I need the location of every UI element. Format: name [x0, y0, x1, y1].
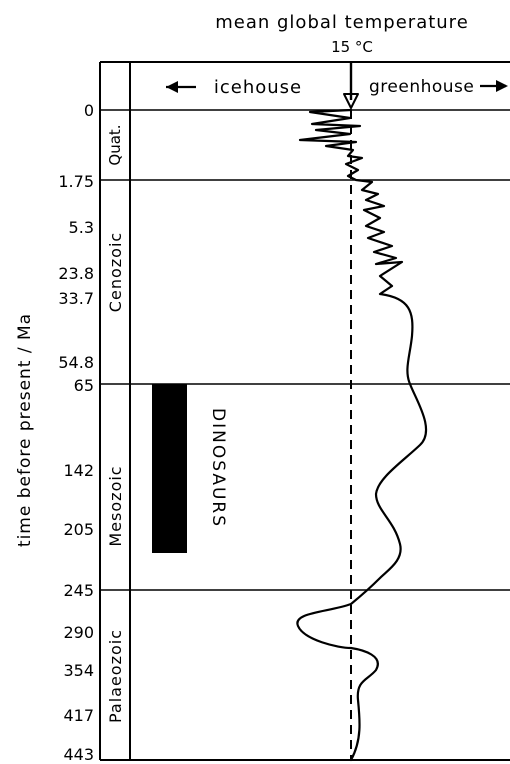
tick-1-75: 1.75 — [58, 172, 94, 191]
greenhouse-header: greenhouse — [369, 77, 508, 97]
tick-443: 443 — [63, 745, 94, 764]
icehouse-label: icehouse — [214, 77, 302, 98]
tick-65: 65 — [74, 376, 94, 395]
dinosaurs-label: DINOSAURS — [208, 408, 228, 528]
tick-5-3: 5.3 — [69, 218, 94, 237]
temperature-curve — [296, 108, 427, 762]
tick-54-8: 54.8 — [58, 353, 94, 372]
tick-23-8: 23.8 — [58, 264, 94, 283]
icehouse-arrow-head — [166, 81, 178, 93]
era-label-cenozoic: Cenozoic — [106, 232, 125, 312]
greenhouse-label: greenhouse — [369, 77, 474, 97]
tick-354: 354 — [63, 661, 94, 680]
tick-417: 417 — [63, 706, 94, 725]
greenhouse-arrow-head — [496, 80, 508, 92]
dinosaurs-range-bar — [152, 384, 187, 553]
tick-0: 0 — [84, 101, 94, 120]
y-tick-labels: 0 1.75 5.3 23.8 33.7 54.8 65 142 205 245… — [58, 101, 94, 764]
icehouse-header: icehouse — [166, 77, 302, 98]
y-axis-label: time before present / Ma — [15, 313, 35, 547]
tick-245: 245 — [63, 581, 94, 600]
tick-142: 142 — [63, 461, 94, 480]
era-label-palaeozoic: Palaeozoic — [106, 629, 125, 723]
figure-title: mean global temperature — [215, 12, 469, 33]
tick-290: 290 — [63, 623, 94, 642]
era-label-mesozoic: Mesozoic — [106, 465, 125, 546]
reference-arrow-down-icon — [343, 93, 359, 109]
era-label-quaternary: Quat. — [106, 124, 124, 165]
reference-temperature-label: 15 °C — [331, 38, 373, 56]
tick-205: 205 — [63, 520, 94, 539]
tick-33-7: 33.7 — [58, 289, 94, 308]
